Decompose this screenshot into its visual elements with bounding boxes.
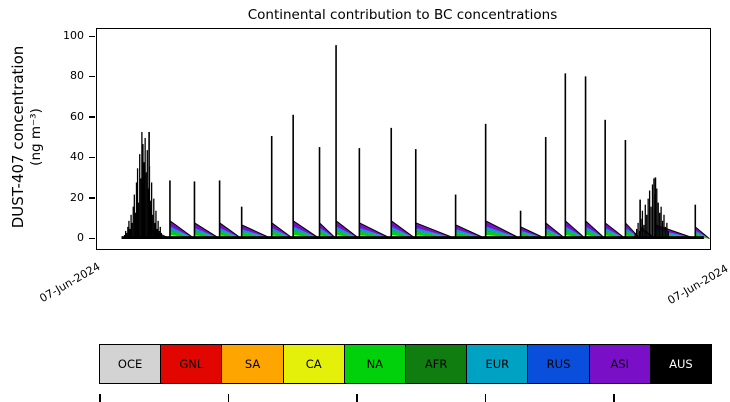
y-tick-mark — [89, 35, 95, 37]
y-tick-mark — [89, 156, 95, 159]
y-tick-label: 40 — [70, 150, 84, 164]
legend-label: ASI — [610, 357, 629, 371]
bottom-axis-tick — [613, 394, 615, 402]
bottom-axis-tick — [227, 394, 230, 402]
legend-item-aus: AUS — [649, 344, 713, 384]
legend-label: RUS — [546, 357, 571, 371]
chart-title: Continental contribution to BC concentra… — [247, 7, 558, 23]
y-tick-mark — [89, 116, 95, 118]
y-tick-label: 20 — [70, 190, 84, 204]
bottom-axis-tick — [99, 394, 101, 402]
plot-canvas — [96, 28, 711, 250]
legend-item-eur: EUR — [466, 344, 529, 384]
legend-label: OCE — [117, 357, 143, 371]
legend-label: AUS — [669, 357, 693, 371]
y-axis-label-line1: DUST-407 concentration — [9, 45, 27, 229]
legend-item-oce: OCE — [99, 344, 162, 384]
legend-item-asi: ASI — [588, 344, 651, 384]
y-axis-label: DUST-407 concentration (ng m⁻³) — [9, 7, 51, 267]
y-axis-label-line2: (ng m⁻³) — [27, 108, 44, 166]
y-tick-label: 0 — [77, 231, 84, 244]
legend-item-sa: SA — [221, 344, 284, 384]
legend-label: SA — [244, 357, 261, 371]
legend-item-ca: CA — [282, 344, 345, 384]
y-tick-mark — [89, 197, 95, 199]
chart-svg — [121, 45, 710, 240]
y-tick-label: 60 — [70, 109, 84, 123]
x-tick-label-start: 07-Jun-2024 — [37, 260, 103, 306]
legend-label: EUR — [485, 357, 510, 371]
x-tick-label-end: 07-Jun-2024 — [665, 262, 730, 308]
y-tick-label: 80 — [70, 69, 84, 83]
legend: OCE GNL SA CA NA AFR EUR RUS ASI AUS — [99, 344, 713, 384]
bottom-axis-tick — [484, 394, 487, 402]
y-tick-mark — [89, 75, 95, 78]
y-tick-mark — [89, 237, 95, 239]
legend-label: AFR — [424, 357, 448, 371]
legend-item-rus: RUS — [527, 344, 590, 384]
legend-label: NA — [366, 357, 384, 371]
legend-item-afr: AFR — [405, 344, 468, 384]
bottom-axis-tick — [356, 394, 358, 402]
legend-item-gnl: GNL — [160, 344, 223, 384]
legend-label: CA — [305, 357, 322, 371]
legend-item-na: NA — [343, 344, 407, 384]
legend-label: GNL — [179, 357, 204, 371]
y-tick-label: 100 — [63, 29, 84, 42]
